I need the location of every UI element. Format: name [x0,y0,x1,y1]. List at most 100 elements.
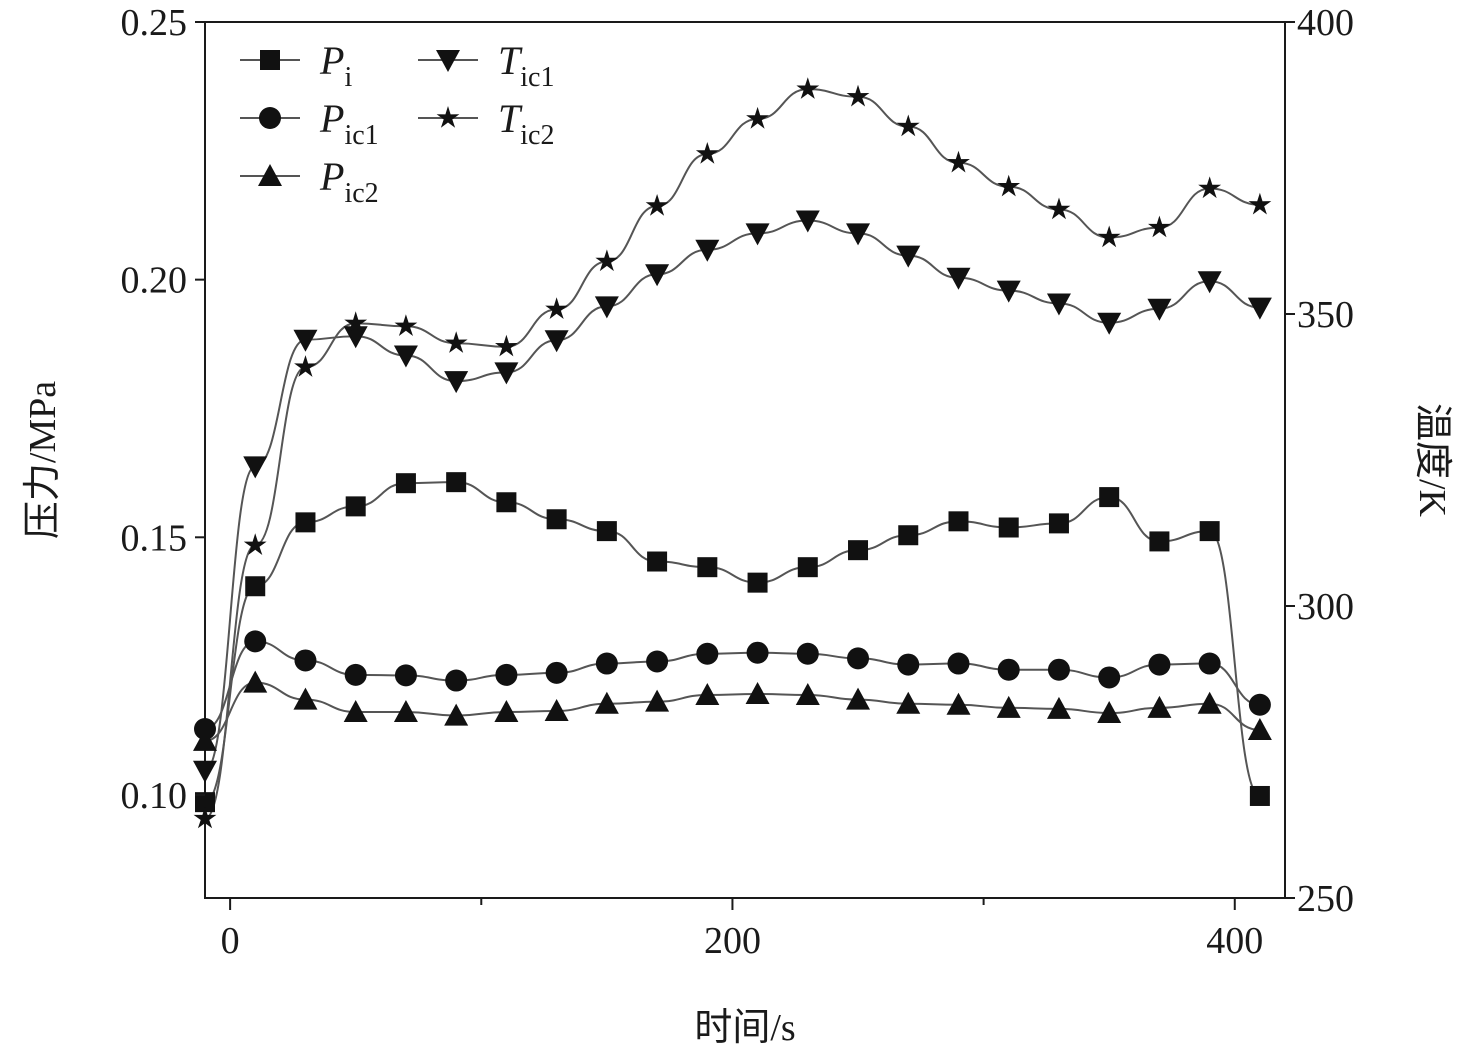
data-point-Pic2 [544,698,569,721]
data-point-Pic2 [393,699,418,722]
data-point-Pic1 [595,652,618,675]
data-point-Pi [1249,785,1270,806]
data-point-Pic1 [495,663,518,686]
plot-frame [204,21,1286,899]
data-point-Pi [647,551,668,572]
data-point-Pic2 [1197,691,1222,714]
legend-subscript: i [344,62,352,93]
data-point-Pic2 [494,699,519,722]
legend-item-Tic2: Tic2 [418,96,554,151]
legend-symbol: P [319,96,344,141]
y2-axis-label: 温度/K [1411,403,1453,518]
legend-item-Pic2: Pic2 [240,154,379,209]
data-point-Pic1 [1047,658,1070,681]
data-point-Pi [948,511,969,532]
data-point-Tic1 [193,760,217,783]
data-point-Pic1 [746,641,769,664]
data-point-Tic2 [595,249,619,272]
data-point-Pi [395,473,416,494]
data-point-Pic1 [244,630,267,653]
y2-tick-label: 250 [1297,878,1354,920]
data-point-Tic2 [1148,215,1171,238]
legend-label: Pi [319,38,352,93]
legend-symbol: P [319,38,344,83]
data-point-Tic2 [746,106,769,129]
y2-tick-label: 400 [1297,2,1354,44]
legend-subscript: ic1 [520,62,554,93]
y-tick-label: 0.25 [121,2,188,44]
data-point-Pic1 [646,650,669,673]
data-point-Pi [1048,513,1069,534]
data-point-Pic2 [695,682,720,705]
data-point-Pic2 [996,695,1021,718]
legend-subscript: ic1 [344,120,378,151]
data-point-Pi [1199,521,1220,542]
data-point-Pic2 [594,691,619,714]
data-point-Pic1 [997,658,1020,681]
data-point-Tic2 [997,174,1021,197]
data-point-Tic2 [1198,176,1222,199]
data-point-Pi [546,509,567,530]
data-point-Pic1 [796,642,819,665]
data-point-Tic1 [946,267,971,290]
data-point-Pic1 [897,653,920,676]
data-point-Pi [747,572,768,593]
x-tick-label: 400 [1206,920,1263,962]
data-point-Pic1 [947,652,970,675]
data-point-Tic2 [294,355,317,377]
data-point-Pic2 [1097,701,1122,724]
x-tick-label: 0 [221,920,240,962]
data-point-Tic2 [645,194,669,216]
axes: 0 200 400 0.10 0.15 0.20 0.25 250 300 350 400 [121,2,1355,962]
data-point-Pi [797,557,818,578]
data-point-Tic2 [344,311,368,334]
data-point-Tic2 [896,114,920,137]
data-point-Tic1 [243,456,268,479]
legend-label: Tic2 [498,96,554,151]
series-line-Pi [204,481,1261,804]
legend-marker-icon [258,164,282,186]
x-tick-label: 200 [704,920,761,962]
data-point-Tic1 [1097,312,1122,335]
data-point-Pic2 [745,681,770,704]
data-point-Pic2 [795,682,820,705]
y-axis-label: 压力/MPa [22,381,64,539]
data-point-Tic1 [846,223,871,246]
series-markers [193,77,1272,829]
x-axis-label: 时间/s [694,1007,795,1049]
data-point-Tic2 [243,533,267,555]
data-point-Tic1 [594,296,619,319]
legend-label: Pic1 [319,96,379,151]
data-point-Pi [446,472,467,493]
y-tick-label: 0.20 [121,260,188,302]
data-point-Pic2 [193,728,217,751]
legend-marker-icon [436,50,460,72]
data-point-Tic1 [1046,293,1071,316]
legend-symbol: T [498,96,523,141]
data-point-Pic2 [444,703,469,726]
data-point-Pic2 [1247,718,1272,741]
data-point-Pic1 [1198,652,1221,675]
data-point-Tic1 [494,362,519,385]
legend-symbol: P [319,154,344,199]
data-point-Tic2 [394,314,418,336]
legend-marker-icon [260,50,280,70]
legend-label: Tic1 [498,38,554,93]
data-point-Tic2 [796,77,820,99]
data-point-Pic1 [696,642,719,665]
legend-item-Pic1: Pic1 [240,96,379,151]
data-point-Tic1 [745,223,770,246]
data-point-Tic2 [1248,192,1272,215]
data-point-Pi [496,492,517,513]
data-point-Pic1 [294,649,317,672]
legend-marker-icon [436,106,460,128]
data-point-Pic2 [1147,695,1172,718]
y-tick-label: 0.15 [121,517,188,559]
data-point-Tic1 [1147,298,1172,321]
legend-subscript: ic2 [520,120,554,151]
data-point-Pic2 [645,689,670,712]
data-point-Pic2 [846,687,871,710]
legend-item-Pi: Pi [240,38,352,93]
legend-marker-icon [259,107,281,129]
